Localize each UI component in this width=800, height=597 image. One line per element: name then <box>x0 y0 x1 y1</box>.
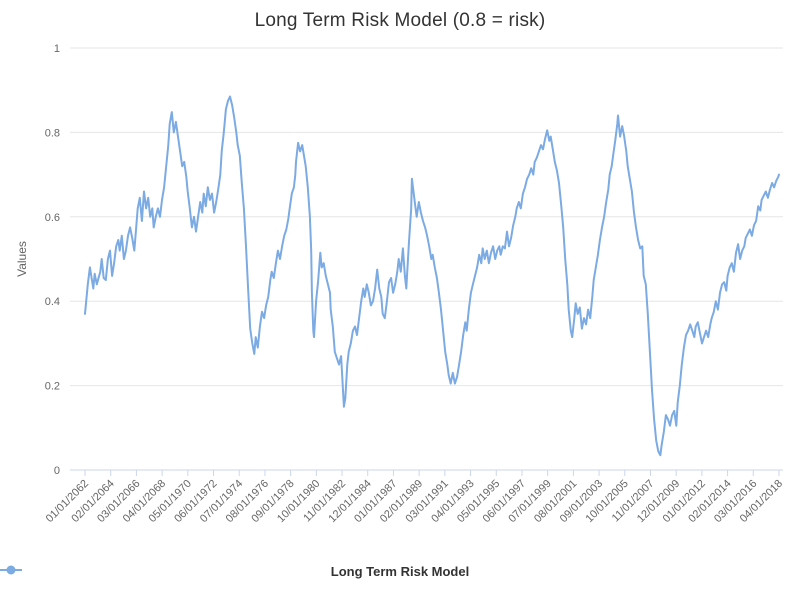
y-tick-label: 0.6 <box>45 212 60 224</box>
series-line <box>84 95 780 457</box>
legend-label: Long Term Risk Model <box>330 564 470 579</box>
y-tick-label: 0 <box>54 465 60 477</box>
chart-title: Long Term Risk Model (0.8 = risk) <box>254 10 546 31</box>
y-tick-label: 0.4 <box>45 296 60 308</box>
y-tick-label: 1 <box>54 43 60 55</box>
y-axis-title: Values <box>15 241 29 277</box>
legend-item[interactable]: Long Term Risk Model <box>0 564 800 579</box>
y-tick-label: 0.8 <box>45 127 60 139</box>
y-tick-label: 0.2 <box>45 381 60 393</box>
line-dot-icon <box>0 565 22 575</box>
